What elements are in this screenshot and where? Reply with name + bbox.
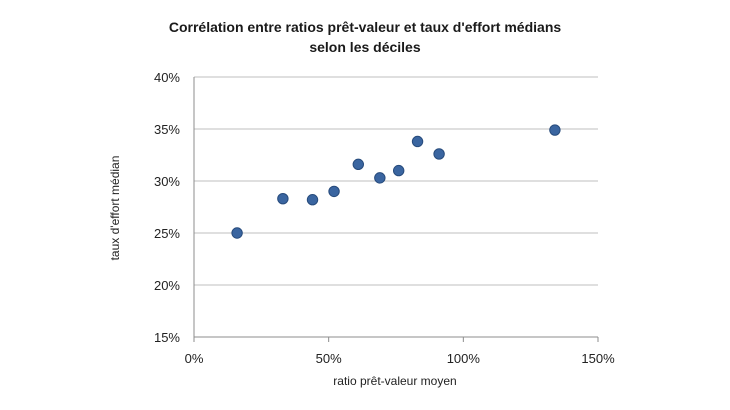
y-axis-title: taux d'effort médian [108,155,122,261]
y-tick-label: 30% [154,174,180,189]
chart-title-line-2: selon les déciles [309,39,421,55]
x-tick-label: 100% [447,351,481,366]
data-point [411,135,424,148]
y-tick-label: 25% [154,226,180,241]
x-tick-label: 150% [581,351,615,366]
data-point [549,124,561,136]
data-point [277,192,289,205]
data-point [352,158,364,171]
y-tick-label: 40% [154,70,180,85]
y-tick-label: 20% [154,278,180,293]
data-point [392,164,405,177]
x-tick-label: 50% [316,351,342,366]
y-tick-label: 15% [154,330,180,345]
chart-title-line-1: Corrélation entre ratios prêt-valeur et … [168,19,562,35]
data-point [433,148,445,160]
data-point [328,185,340,198]
x-tick-label: 0% [185,351,204,366]
y-tick-label: 35% [154,122,180,137]
x-axis-title: ratio prêt-valeur moyen [333,374,457,388]
data-point [306,194,319,206]
data-point [231,227,243,239]
data-point [374,172,386,184]
